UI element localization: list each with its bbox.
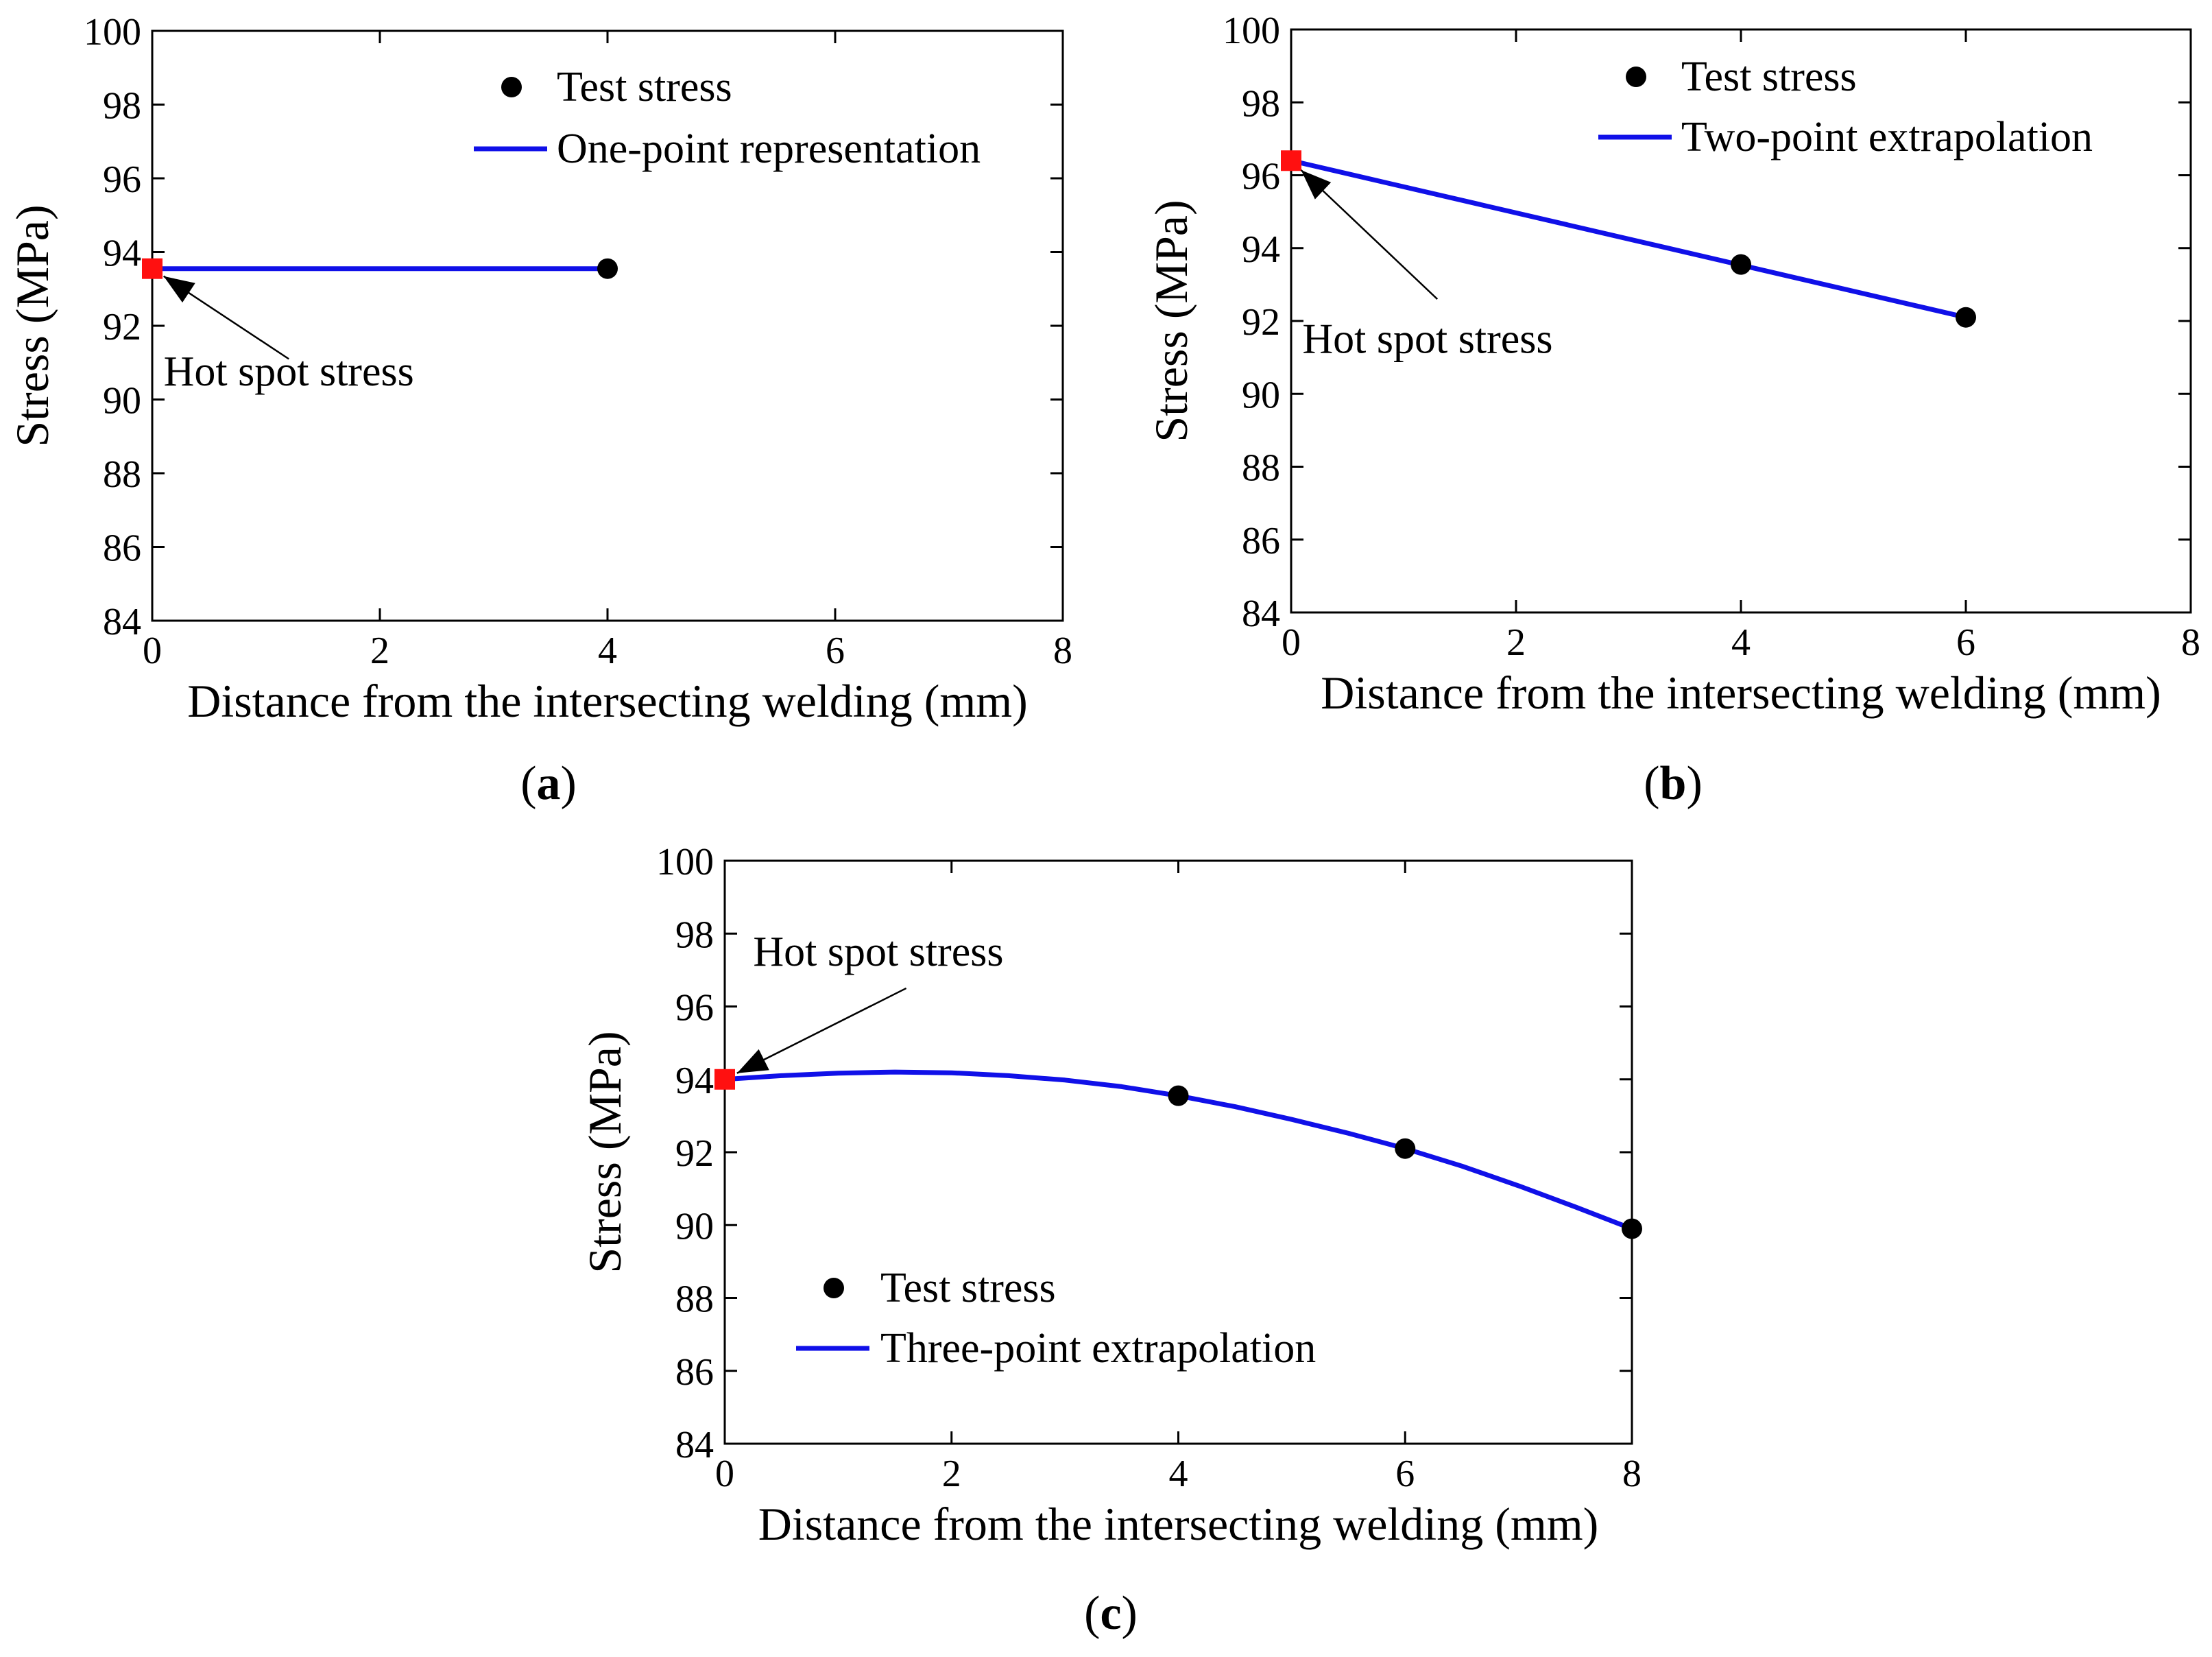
y-tick-label: 92 (103, 306, 141, 348)
y-tick-label: 90 (1242, 374, 1280, 416)
y-tick-label: 96 (103, 158, 141, 201)
x-tick-label: 8 (1622, 1453, 1642, 1495)
y-tick-label: 84 (1242, 593, 1280, 635)
y-tick-label: 90 (103, 380, 141, 422)
x-tick-label: 4 (1731, 621, 1751, 664)
hot-spot-annotation: Hot spot stress (164, 348, 414, 395)
x-tick-label: 8 (1053, 630, 1072, 672)
caption-close: ) (1686, 757, 1702, 810)
test-stress-point (1731, 254, 1751, 275)
y-tick-label: 100 (656, 841, 714, 883)
legend-label-extrapolation: Two-point extrapolation (1681, 114, 2093, 160)
y-tick-label: 90 (675, 1205, 714, 1248)
x-tick-label: 8 (2181, 621, 2200, 664)
y-tick-label: 86 (675, 1351, 714, 1394)
legend-marker-test-stress (824, 1278, 844, 1298)
caption-letter: a (537, 757, 561, 810)
legend-label-test-stress: Test stress (880, 1265, 1056, 1311)
plot-frame (151, 29, 1064, 622)
y-tick-label: 98 (1242, 82, 1280, 125)
x-tick-label: 0 (1282, 621, 1301, 664)
x-tick-label: 4 (598, 630, 617, 672)
y-axis-label: Stress (MPa) (579, 1031, 631, 1273)
y-tick-label: 86 (103, 527, 141, 570)
legend-label-extrapolation: One-point representation (557, 126, 981, 172)
hot-spot-marker (142, 258, 163, 279)
hot-spot-annotation: Hot spot stress (1302, 316, 1552, 363)
test-stress-point (1956, 307, 1976, 328)
y-tick-label: 96 (675, 987, 714, 1029)
panel-a-chart: 0 2 4 6 8 84 86 88 90 92 94 96 98 100 Distance from th… (6, 11, 1072, 810)
annotation-arrow-line (736, 987, 907, 1074)
legend-label-test-stress: Test stress (1681, 53, 1857, 100)
annotation-arrow-line (1300, 169, 1439, 300)
y-tick-label: 98 (103, 85, 141, 128)
y-axis-label: Stress (MPa) (1145, 200, 1197, 442)
x-tick-label: 2 (370, 630, 389, 672)
test-stress-point (1168, 1085, 1189, 1106)
y-tick-label: 94 (103, 233, 141, 275)
caption-open: ( (520, 757, 536, 810)
extrapolation-line (1288, 158, 1969, 320)
x-tick-label: 6 (826, 630, 845, 672)
test-stress-point (1622, 1218, 1642, 1239)
y-axis-label: Stress (MPa) (6, 204, 58, 446)
y-tick-label: 94 (675, 1060, 714, 1102)
x-tick-label: 0 (143, 630, 162, 672)
y-tick-label: 92 (675, 1132, 714, 1175)
y-tick-label: 92 (1242, 301, 1280, 344)
panel-caption: (a) (520, 757, 577, 810)
y-tick-label: 84 (103, 601, 141, 643)
y-tick-label: 100 (84, 11, 141, 53)
hot-spot-marker (714, 1069, 735, 1090)
x-axis-label: Distance from the intersecting welding (… (187, 675, 1028, 727)
y-tick-label: 96 (1242, 156, 1280, 198)
x-axis-label: Distance from the intersecting welding (… (1321, 667, 2161, 719)
x-tick-label: 6 (1395, 1453, 1415, 1495)
y-tick-label: 84 (675, 1424, 714, 1466)
annotation-arrow-head (736, 1049, 769, 1073)
caption-close: ) (1122, 1587, 1138, 1640)
x-tick-label: 4 (1169, 1453, 1188, 1495)
y-tick-label: 88 (1242, 447, 1280, 490)
panel-b-chart: 0 2 4 6 8 84 86 88 90 92 94 96 98 100 Distance from th… (1145, 10, 2200, 810)
test-stress-point (597, 258, 618, 279)
y-tick-label: 88 (675, 1278, 714, 1321)
y-tick-label: 94 (1242, 228, 1280, 271)
legend-label-extrapolation: Three-point extrapolation (880, 1325, 1316, 1372)
test-stress-point (1395, 1138, 1416, 1159)
x-tick-label: 0 (715, 1453, 734, 1495)
y-tick-label: 100 (1223, 10, 1280, 52)
panel-caption: (b) (1644, 757, 1703, 810)
panel-c-chart: 0 2 4 6 8 84 86 88 90 92 94 96 98 100 Distance from th… (579, 841, 1642, 1640)
hot-spot-annotation: Hot spot stress (753, 929, 1003, 975)
caption-open: ( (1084, 1587, 1100, 1640)
caption-letter: c (1100, 1587, 1121, 1640)
panel-caption: (c) (1084, 1587, 1138, 1640)
legend-marker-test-stress (1626, 67, 1646, 87)
y-tick-label: 86 (1242, 520, 1280, 562)
x-axis-label: Distance from the intersecting welding (… (758, 1498, 1599, 1550)
annotation-arrow-head (1301, 170, 1332, 200)
caption-close: ) (561, 757, 577, 810)
legend-marker-test-stress (501, 77, 522, 97)
hot-spot-marker (1281, 150, 1301, 171)
annotation-arrow-head (163, 276, 195, 303)
caption-letter: b (1660, 757, 1687, 810)
x-tick-label: 6 (1956, 621, 1975, 664)
legend-label-test-stress: Test stress (557, 64, 732, 110)
y-tick-label: 88 (103, 453, 141, 496)
x-tick-label: 2 (1506, 621, 1526, 664)
caption-open: ( (1644, 757, 1659, 810)
x-tick-label: 2 (942, 1453, 961, 1495)
y-tick-label: 98 (675, 914, 714, 956)
